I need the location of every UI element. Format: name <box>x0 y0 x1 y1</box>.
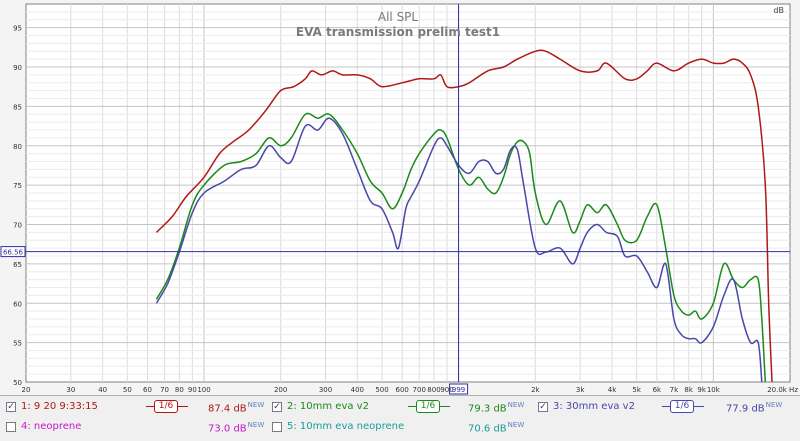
grid-lines <box>26 4 790 382</box>
x-tick-label: 30 <box>66 386 75 394</box>
legend-level-2: 79.3 dBNEW <box>468 401 525 415</box>
legend-row-1: ✓ 1: 9 20 9:33:15 1/6 87.4 dBNEW ✓ 2: 10… <box>0 398 800 418</box>
legend-panel: ✓ 1: 9 20 9:33:15 1/6 87.4 dBNEW ✓ 2: 10… <box>0 395 800 441</box>
y-tick-label: 75 <box>13 182 22 190</box>
x-tick-label: 400 <box>351 386 364 394</box>
x-tick-label: 60 <box>143 386 152 394</box>
x-tick-label: 200 <box>274 386 287 394</box>
legend-name-2: 2: 10mm eva v2 <box>287 401 369 412</box>
legend-item-2[interactable]: ✓ 2: 10mm eva v2 1/6 79.3 dBNEW <box>272 398 532 418</box>
visibility-checkbox-2[interactable]: ✓ <box>272 402 282 412</box>
cursor-y-label: 66.56 <box>3 249 24 257</box>
y-tick-label: 80 <box>13 143 22 151</box>
x-tick-label: 10k <box>707 386 721 394</box>
legend-item-3[interactable]: ✓ 3: 30mm eva v2 1/6 77.9 dBNEW <box>538 398 798 418</box>
x-tick-label: 50 <box>123 386 132 394</box>
x-tick-label: 70 <box>160 386 169 394</box>
x-tick-label: 800 <box>427 386 440 394</box>
x-tick-label: 2k <box>531 386 540 394</box>
curve-series-3 <box>155 117 763 382</box>
legend-level-5: 70.6 dBNEW <box>468 421 525 435</box>
x-tick-label: 8k <box>684 386 693 394</box>
y-tick-label: 85 <box>13 103 22 111</box>
legend-name-5: 5: 10mm eva neoprene <box>287 421 405 432</box>
legend-name-1: 1: 9 20 9:33:15 <box>21 401 98 412</box>
chart-subtitle: EVA transmission prelim test1 <box>296 25 500 39</box>
x-tick-label: 90 <box>188 386 197 394</box>
visibility-checkbox-3[interactable]: ✓ <box>538 402 548 412</box>
legend-item-5[interactable]: 5: 10mm eva neoprene 70.6 dBNEW <box>272 418 532 438</box>
axis-ticks: 30 40 50 60 70 80 90 100 200 300 400 500 600 700 800 90… <box>13 25 798 394</box>
x-tick-label: 300 <box>319 386 332 394</box>
x-tick-label: 6k <box>653 386 662 394</box>
legend-item-1[interactable]: ✓ 1: 9 20 9:33:15 1/6 87.4 dBNEW <box>6 398 266 418</box>
y-tick-label: 70 <box>13 222 22 230</box>
x-tick-label: 4k <box>608 386 617 394</box>
legend-name-4: 4: neoprene <box>21 421 82 432</box>
legend-level-3: 77.9 dBNEW <box>726 401 783 415</box>
cursor-y-box <box>0 246 26 258</box>
y-tick-label: 55 <box>13 340 22 348</box>
visibility-checkbox-4[interactable] <box>6 422 16 432</box>
x-tick-label: 20.0k Hz <box>767 386 798 394</box>
y-tick-label: 65 <box>13 261 22 269</box>
x-tick-label: 40 <box>98 386 107 394</box>
x-tick-label: 100 <box>197 386 210 394</box>
y-tick-label: 50 <box>13 379 22 387</box>
x-tick-label: 5k <box>632 386 641 394</box>
visibility-checkbox-5[interactable] <box>272 422 282 432</box>
smoothing-label-2: 1/6 <box>416 400 440 413</box>
smoothing-label-1: 1/6 <box>154 400 178 413</box>
curve-series-1 <box>155 49 773 382</box>
y-axis-unit: dB <box>773 6 784 15</box>
cursor[interactable]: 999 66.56 <box>0 4 790 395</box>
smoothing-label-3: 1/6 <box>670 400 694 413</box>
legend-row-2: 4: neoprene 73.0 dBNEW 5: 10mm eva neopr… <box>0 418 800 438</box>
y-tick-label: 60 <box>13 300 22 308</box>
cursor-x-box <box>449 383 469 395</box>
legend-name-3: 3: 30mm eva v2 <box>553 401 635 412</box>
legend-level-4: 73.0 dBNEW <box>208 421 265 435</box>
legend-item-4[interactable]: 4: neoprene 73.0 dBNEW <box>6 418 266 438</box>
smoothing-control-2[interactable]: 1/6 <box>408 400 450 414</box>
chart-title: All SPL <box>378 10 419 24</box>
y-tick-label: 90 <box>13 64 22 72</box>
curves <box>155 49 773 382</box>
x-tick-label: 900 <box>440 386 453 394</box>
smoothing-control-1[interactable]: 1/6 <box>146 400 188 414</box>
smoothing-control-3[interactable]: 1/6 <box>662 400 704 414</box>
x-tick-label: 600 <box>395 386 408 394</box>
x-tick-label: 7k <box>670 386 679 394</box>
x-tick-label: 9k <box>697 386 706 394</box>
cursor-x-label: 999 <box>452 386 465 394</box>
curve-series-2 <box>155 112 767 382</box>
visibility-checkbox-1[interactable]: ✓ <box>6 402 16 412</box>
x-tick-label: 700 <box>413 386 426 394</box>
x-tick-label: 80 <box>175 386 184 394</box>
x-tick-label: 3k <box>576 386 585 394</box>
legend-level-1: 87.4 dBNEW <box>208 401 265 415</box>
y-tick-label: 95 <box>13 25 22 33</box>
x-tick-label: 500 <box>375 386 388 394</box>
x-tick-label: 20 <box>22 386 31 394</box>
